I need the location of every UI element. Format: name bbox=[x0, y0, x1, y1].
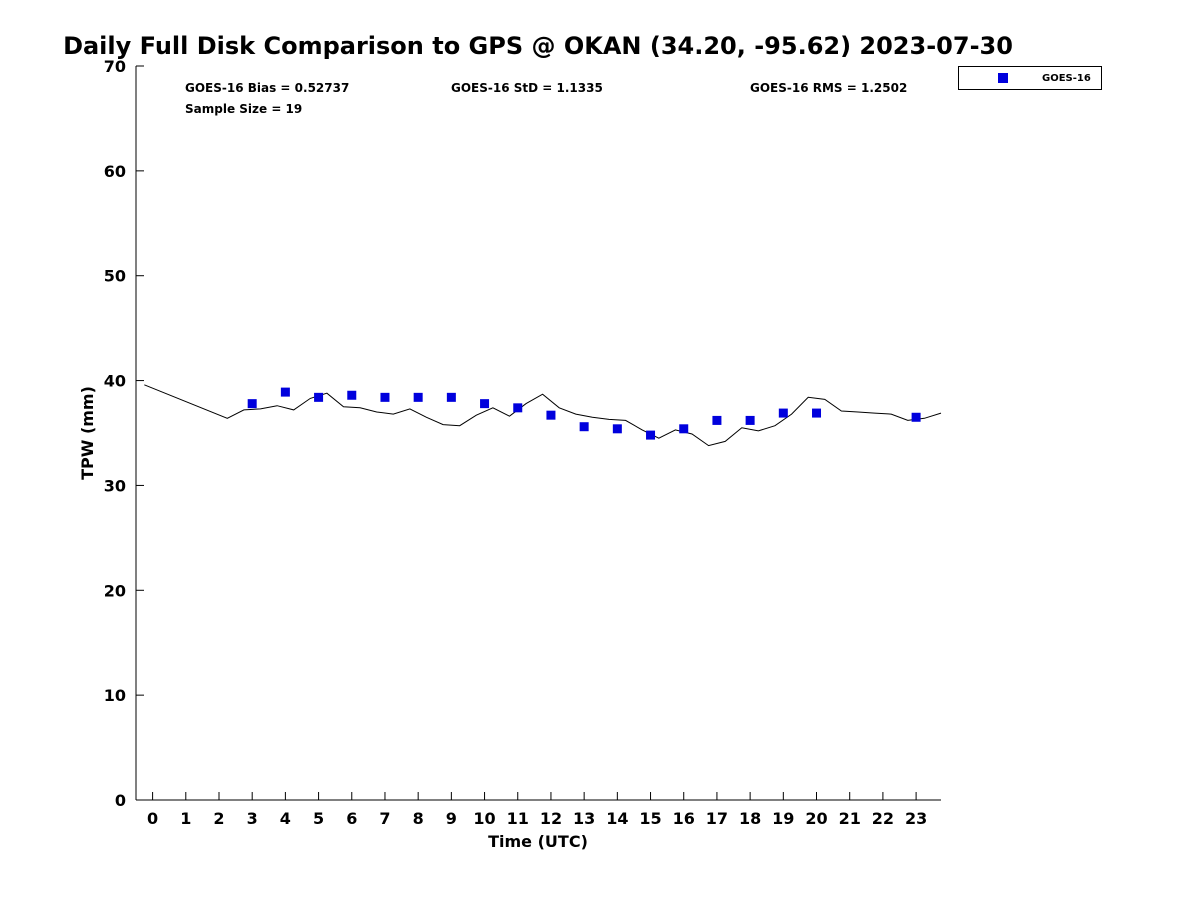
goes-16-point bbox=[712, 415, 722, 425]
x-tick-label: 1 bbox=[180, 809, 191, 828]
x-tick-label: 4 bbox=[280, 809, 291, 828]
legend-label: GOES-16 bbox=[1042, 73, 1091, 84]
y-tick-label: 20 bbox=[104, 581, 126, 600]
goes-16-point bbox=[413, 392, 423, 402]
y-tick-label: 70 bbox=[104, 57, 126, 76]
x-tick-label: 0 bbox=[147, 809, 158, 828]
gps-series bbox=[144, 384, 942, 447]
x-tick-label: 21 bbox=[839, 809, 861, 828]
goes-16-point bbox=[380, 392, 390, 402]
goes-16-point bbox=[546, 410, 556, 420]
rms-stat: GOES-16 RMS = 1.2502 bbox=[750, 81, 907, 95]
legend: GOES-16 bbox=[958, 66, 1102, 90]
goes-16-point bbox=[247, 399, 257, 409]
goes-16-point bbox=[612, 424, 622, 434]
goes-16-series bbox=[247, 387, 921, 440]
goes-16-point bbox=[745, 415, 755, 425]
y-tick-label: 50 bbox=[104, 267, 126, 286]
y-tick-label: 10 bbox=[104, 686, 126, 705]
legend-marker bbox=[998, 73, 1008, 83]
goes-16-point bbox=[314, 392, 324, 402]
y-axis-ticks: 0 10 20 30 40 50 60 70 bbox=[104, 57, 144, 810]
x-tick-label: 3 bbox=[247, 809, 258, 828]
goes-16-point bbox=[513, 403, 523, 413]
x-tick-label: 17 bbox=[706, 809, 728, 828]
x-tick-label: 5 bbox=[313, 809, 324, 828]
x-tick-label: 20 bbox=[805, 809, 827, 828]
y-tick-label: 60 bbox=[104, 162, 126, 181]
y-tick-label: 40 bbox=[104, 372, 126, 391]
x-tick-label: 8 bbox=[413, 809, 424, 828]
x-tick-label: 14 bbox=[606, 809, 628, 828]
y-tick-label: 0 bbox=[115, 791, 126, 810]
x-axis-ticks: 0 1 2 3 4 5 6 7 8 9 10 11 12 13 14 15 16 17 18 19 20 21 22 23 bbox=[147, 792, 927, 828]
goes-16-point bbox=[347, 390, 357, 400]
y-axis-label: TPW (mm) bbox=[78, 386, 97, 480]
goes-16-point bbox=[911, 412, 921, 422]
x-tick-label: 22 bbox=[872, 809, 894, 828]
goes-16-point bbox=[679, 424, 689, 434]
std-stat: GOES-16 StD = 1.1335 bbox=[451, 81, 603, 95]
goes-16-point bbox=[579, 422, 589, 432]
x-tick-label: 12 bbox=[540, 809, 562, 828]
goes-16-point bbox=[280, 387, 290, 397]
y-tick-label: 30 bbox=[104, 476, 126, 495]
x-tick-label: 11 bbox=[507, 809, 529, 828]
plot-axes bbox=[135, 66, 941, 801]
x-tick-label: 6 bbox=[346, 809, 357, 828]
gps-line bbox=[144, 384, 942, 447]
goes-16-point bbox=[646, 430, 656, 440]
x-tick-label: 9 bbox=[446, 809, 457, 828]
goes-16-point bbox=[480, 399, 490, 409]
x-tick-label: 10 bbox=[473, 809, 495, 828]
x-tick-label: 23 bbox=[905, 809, 927, 828]
goes-16-point bbox=[778, 408, 788, 418]
bias-stat: GOES-16 Bias = 0.52737 bbox=[185, 81, 349, 95]
goes-16-point bbox=[812, 408, 822, 418]
x-tick-label: 15 bbox=[639, 809, 661, 828]
x-tick-label: 19 bbox=[772, 809, 794, 828]
x-tick-label: 13 bbox=[573, 809, 595, 828]
legend-box bbox=[958, 66, 1102, 90]
x-tick-label: 2 bbox=[213, 809, 224, 828]
x-tick-label: 7 bbox=[379, 809, 390, 828]
chart-title: Daily Full Disk Comparison to GPS @ OKAN… bbox=[63, 32, 1013, 60]
goes-16-point bbox=[446, 392, 456, 402]
x-tick-label: 18 bbox=[739, 809, 761, 828]
x-axis-label: Time (UTC) bbox=[488, 832, 588, 851]
sample-size-stat: Sample Size = 19 bbox=[185, 102, 302, 116]
x-tick-label: 16 bbox=[673, 809, 695, 828]
